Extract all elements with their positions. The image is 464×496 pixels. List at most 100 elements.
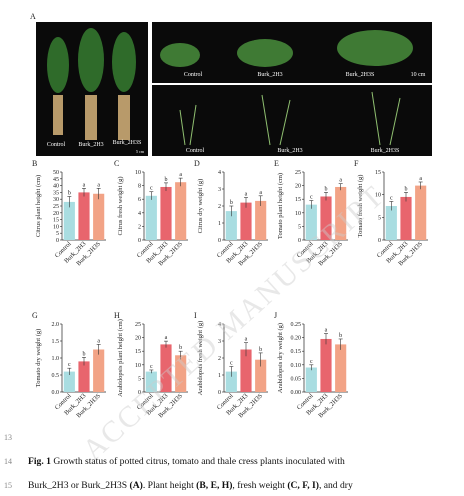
photo-label: Burk_2H3 [277, 148, 302, 154]
bar [175, 355, 187, 392]
line-number: 14 [4, 457, 12, 466]
y-tick-label: 0.00 [291, 390, 302, 396]
y-tick-label: 3 [218, 339, 221, 345]
panel-label: B [32, 159, 37, 168]
y-tick-label: 10 [295, 211, 301, 217]
y-tick-label: 0 [298, 238, 301, 244]
significance-letter: b [179, 345, 182, 351]
panel-label: I [194, 311, 197, 320]
y-tick-label: 30 [53, 197, 59, 203]
significance-letter: b [68, 190, 71, 196]
bar [335, 186, 347, 240]
photo-label: Burk_2H3S [346, 72, 375, 78]
y-tick-label: 10 [375, 193, 381, 199]
y-tick-label: 8 [138, 184, 141, 190]
y-tick-label: 2 [218, 356, 221, 362]
photo-label: Control [186, 148, 205, 154]
caption-segment: (C, F, I) [287, 480, 319, 491]
bar [175, 182, 187, 240]
y-tick-label: 1.5 [52, 339, 60, 345]
y-axis-title: Tomato dry weight (g) [35, 329, 42, 388]
caption-segment: (B, E, H) [196, 480, 232, 491]
caption-segment: Burk_2H3 or Burk_2H3S [28, 480, 130, 491]
scale-label: 5 cm [136, 149, 145, 154]
y-axis-title: Citrus fresh weight (g) [117, 176, 124, 235]
panel-label: E [274, 159, 279, 168]
y-tick-label: 50 [53, 170, 59, 176]
y-tick-label: 35 [53, 190, 59, 196]
bar [145, 371, 157, 392]
significance-letter: a [165, 335, 168, 341]
bar [400, 196, 412, 240]
caption-segment: , and dry [319, 480, 353, 491]
y-tick-label: 10 [53, 224, 59, 230]
significance-letter: a [245, 192, 248, 198]
y-tick-label: 25 [53, 204, 59, 210]
y-tick-label: 15 [135, 349, 141, 355]
y-tick-label: 10 [135, 363, 141, 369]
y-tick-label: 10 [135, 170, 141, 176]
bar [385, 206, 397, 240]
panel-label: G [32, 311, 38, 320]
y-tick-label: 0.10 [291, 363, 302, 369]
significance-letter: c [230, 361, 233, 367]
y-tick-label: 0.25 [291, 322, 302, 328]
y-tick-label: 4 [138, 211, 141, 217]
bar [255, 200, 267, 240]
y-axis-title: Tomato plant height (cm) [277, 173, 284, 239]
panel-label: A [30, 12, 36, 21]
bar [160, 186, 172, 240]
significance-letter: a [419, 176, 422, 182]
caption-segment: . Plant height [143, 480, 196, 491]
y-tick-label: 20 [53, 211, 59, 217]
y-tick-label: 40 [53, 184, 59, 190]
y-tick-label: 45 [53, 177, 59, 183]
significance-letter: b [405, 186, 408, 192]
panel-label: H [114, 311, 120, 320]
bar [145, 195, 157, 240]
significance-letter: c [150, 364, 153, 370]
panel-label: F [354, 159, 359, 168]
significance-letter: c [150, 186, 153, 192]
bar [78, 361, 90, 392]
caption-line: Fig. 1 Growth status of potted citrus, t… [28, 456, 345, 467]
y-tick-label: 2.0 [52, 322, 60, 328]
bar [335, 344, 347, 392]
y-tick-label: 0 [138, 238, 141, 244]
y-tick-label: 4 [218, 322, 221, 328]
y-tick-label: 0.05 [291, 376, 302, 382]
bar [320, 196, 332, 240]
y-tick-label: 0.20 [291, 336, 302, 342]
y-tick-label: 20 [135, 336, 141, 342]
significance-letter: a [97, 182, 100, 188]
y-tick-label: 0 [218, 238, 221, 244]
y-axis-title: Arabidopsis dry weight (g) [277, 323, 284, 393]
y-tick-label: 5 [56, 231, 59, 237]
bar [63, 371, 75, 392]
significance-letter: b [83, 351, 86, 357]
bar [160, 344, 172, 392]
significance-letter: b [165, 177, 168, 183]
bar [415, 185, 427, 240]
caption-segment: Growth status of potted citrus, tomato a… [51, 456, 345, 467]
y-axis-title: Arabidopsis plant height (cm) [117, 319, 124, 397]
significance-letter: a [83, 182, 86, 188]
bar [240, 349, 252, 392]
bar [78, 192, 90, 240]
y-axis-title: Tomato fresh weight (g) [357, 175, 364, 238]
line-number: 15 [4, 481, 12, 490]
y-tick-label: 2 [138, 224, 141, 230]
photo-label: Burk_2H3S [371, 148, 400, 154]
photo-arabidopsis [152, 85, 432, 156]
y-tick-label: 4 [218, 170, 221, 176]
significance-letter: a [179, 172, 182, 178]
y-axis-title: Arabidopsis fresh weight (g) [197, 321, 204, 396]
photo-label: Burk_2H3S [113, 140, 142, 146]
y-tick-label: 5 [138, 376, 141, 382]
photo-label: Burk_2H3 [78, 142, 103, 148]
bar [255, 359, 267, 392]
y-tick-label: 2 [218, 204, 221, 210]
panel-label: C [114, 159, 119, 168]
y-tick-label: 25 [295, 170, 301, 176]
